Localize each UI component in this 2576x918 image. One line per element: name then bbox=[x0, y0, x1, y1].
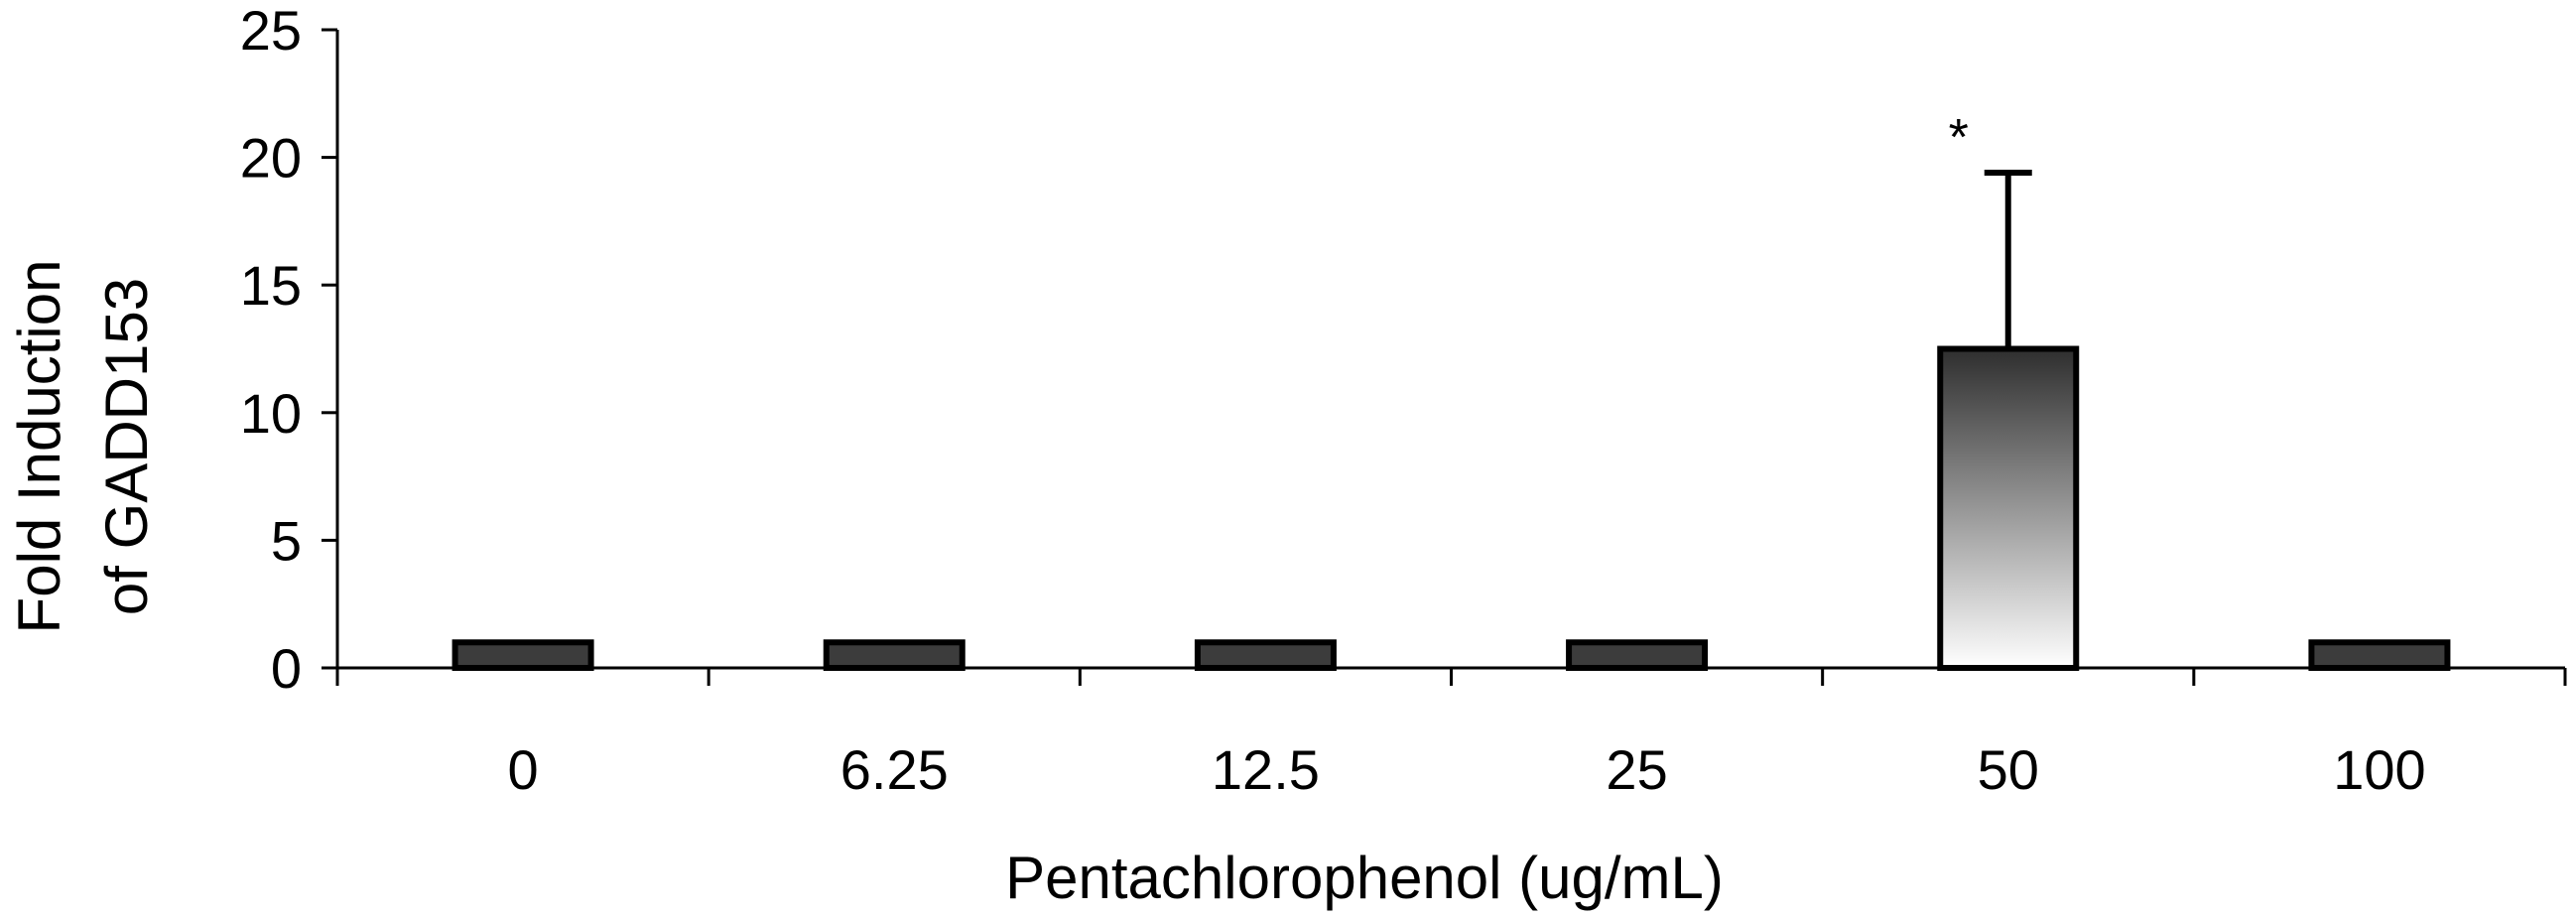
y-axis-title-line-1: Fold Induction bbox=[6, 260, 72, 634]
x-tick-label-25: 25 bbox=[1606, 738, 1667, 801]
x-tick-label-50: 50 bbox=[1978, 738, 2039, 801]
y-axis-title-line-2: of GADD153 bbox=[93, 278, 160, 615]
x-tick-label-100: 100 bbox=[2333, 738, 2425, 801]
y-tick-label-10: 10 bbox=[240, 382, 302, 445]
x-tick-label-12.5: 12.5 bbox=[1212, 738, 1320, 801]
plot-area: 0 5 10 15 20 25 0 6.25 12.5 25 50 100 * bbox=[240, 0, 2567, 801]
bar-6.25 bbox=[823, 639, 966, 672]
bar-50 bbox=[1937, 345, 2080, 671]
bar-100 bbox=[2308, 639, 2451, 672]
y-tick-label-25: 25 bbox=[240, 0, 302, 62]
y-tick-label-15: 15 bbox=[240, 254, 302, 317]
bar-25 bbox=[1566, 639, 1709, 672]
x-tick-label-6.25: 6.25 bbox=[840, 738, 949, 801]
significance-marker-50: * bbox=[1949, 109, 1969, 167]
bar-12.5 bbox=[1194, 639, 1337, 672]
y-tick-label-5: 5 bbox=[271, 509, 302, 572]
x-axis-title: Pentachlorophenol (ug/mL) bbox=[1005, 845, 1724, 911]
y-tick-label-20: 20 bbox=[240, 127, 302, 190]
bar-0 bbox=[451, 639, 594, 672]
x-tick-label-0: 0 bbox=[508, 738, 539, 801]
y-tick-label-0: 0 bbox=[271, 637, 302, 700]
